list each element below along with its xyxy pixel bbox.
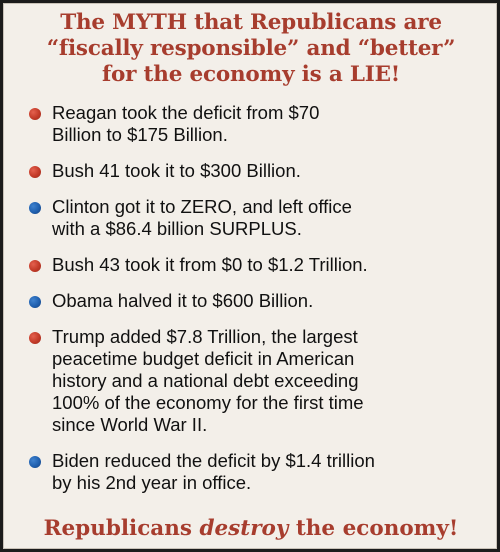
claim-text-line: with a $86.4 billion SURPLUS. xyxy=(52,218,302,239)
red-bullet-icon xyxy=(29,166,41,178)
claim-text-line: Biden reduced the deficit by $1.4 trilli… xyxy=(52,450,375,471)
blue-bullet-icon xyxy=(29,202,41,214)
claims-list: Reagan took the deficit from $70 Billion… xyxy=(4,102,498,494)
headline-line-3: for the economy is a LIE! xyxy=(101,62,401,87)
headline-line-1: The MYTH that Republicans are xyxy=(60,10,442,35)
claim-text-line: by his 2nd year in office. xyxy=(52,472,252,493)
claim-text-line: history and a national debt exceeding xyxy=(52,370,359,391)
claim-clinton: Clinton got it to ZERO, and left office … xyxy=(4,196,498,240)
blue-bullet-icon xyxy=(29,296,41,308)
conclusion: Republicans destroy the economy! xyxy=(4,516,498,542)
claim-text-line: Billion to $175 Billion. xyxy=(52,124,228,145)
claim-text-line: Obama halved it to $600 Billion. xyxy=(52,290,314,311)
claim-text-line: peacetime budget deficit in American xyxy=(52,348,355,369)
claim-text-line: Clinton got it to ZERO, and left office xyxy=(52,196,352,217)
conclusion-post: the economy! xyxy=(288,516,459,541)
claim-trump: Trump added $7.8 Trillion, the largest p… xyxy=(4,326,498,436)
claim-text-line: Bush 43 took it from $0 to $1.2 Trillion… xyxy=(52,254,368,275)
claim-obama: Obama halved it to $600 Billion. xyxy=(4,290,498,312)
claim-text-line: since World War II. xyxy=(52,414,208,435)
red-bullet-icon xyxy=(29,332,41,344)
claim-bush-41: Bush 41 took it to $300 Billion. xyxy=(4,160,498,182)
blue-bullet-icon xyxy=(29,456,41,468)
conclusion-pre: Republicans xyxy=(43,516,200,541)
claim-bush-43: Bush 43 took it from $0 to $1.2 Trillion… xyxy=(4,254,498,276)
claim-text-line: Trump added $7.8 Trillion, the largest xyxy=(52,326,358,347)
red-bullet-icon xyxy=(29,108,41,120)
infographic-card: The MYTH that Republicans are “fiscally … xyxy=(3,3,497,549)
claim-biden: Biden reduced the deficit by $1.4 trilli… xyxy=(4,450,498,494)
headline: The MYTH that Republicans are “fiscally … xyxy=(4,10,498,88)
claim-text-line: Reagan took the deficit from $70 xyxy=(52,102,320,123)
claim-text-line: 100% of the economy for the first time xyxy=(52,392,364,413)
headline-line-2: “fiscally responsible” and “better” xyxy=(46,36,456,61)
claim-reagan: Reagan took the deficit from $70 Billion… xyxy=(4,102,498,146)
conclusion-emphasis: destroy xyxy=(199,516,289,541)
red-bullet-icon xyxy=(29,260,41,272)
claim-text-line: Bush 41 took it to $300 Billion. xyxy=(52,160,301,181)
